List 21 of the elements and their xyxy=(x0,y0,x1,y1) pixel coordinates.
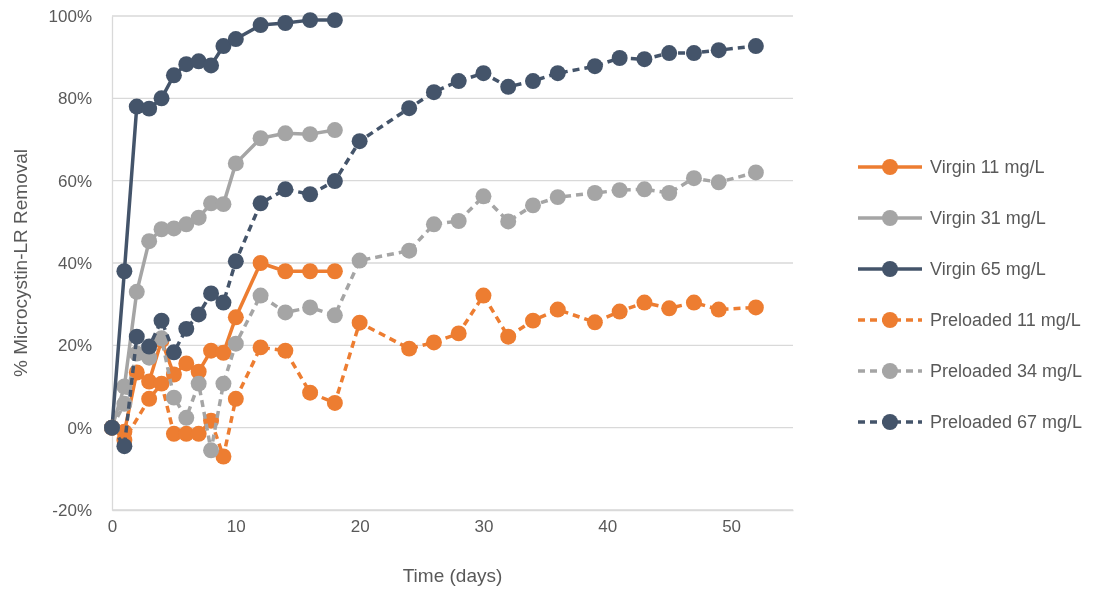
x-tick-label: 50 xyxy=(722,517,742,537)
y-tick-label: 40% xyxy=(57,253,92,273)
x-tick-label: 40 xyxy=(598,517,618,537)
y-tick-label: 80% xyxy=(57,89,92,109)
x-tick-label: 30 xyxy=(474,517,494,537)
x-tick-label: 10 xyxy=(226,517,246,537)
y-tick-label: 20% xyxy=(57,336,92,356)
y-tick-label: 60% xyxy=(57,171,92,191)
y-tick-label: 0% xyxy=(67,418,92,438)
y-tick-label: 100% xyxy=(48,6,92,26)
legend-label: Virgin 31 mg/L xyxy=(930,208,1046,228)
x-tick-label: 0 xyxy=(107,517,118,537)
legend-label: Preloaded 11 mg/L xyxy=(930,310,1081,330)
legend-label: Virgin 11 mg/L xyxy=(930,157,1045,177)
y-tick-label: -20% xyxy=(52,500,92,520)
y-axis-title: % Microcystin-LR Removal xyxy=(10,148,31,378)
x-axis-title: Time (days) xyxy=(402,565,503,586)
x-tick-label: 20 xyxy=(350,517,370,537)
legend-label: Preloaded 34 mg/L xyxy=(930,361,1083,381)
legend-label: Preloaded 67 mg/L xyxy=(930,412,1083,432)
legend-label: Virgin 65 mg/L xyxy=(930,259,1046,279)
